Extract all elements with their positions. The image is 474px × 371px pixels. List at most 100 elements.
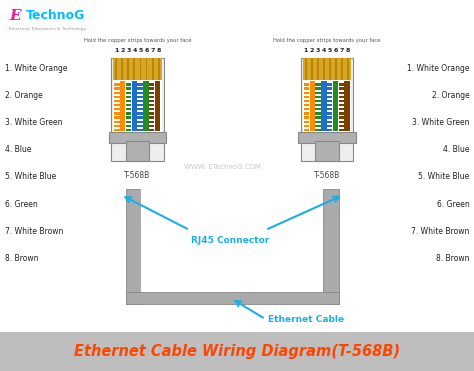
Bar [149, 112, 155, 115]
Bar [327, 96, 332, 98]
Bar [114, 83, 119, 86]
Text: WWW. ETechnoG.COM: WWW. ETechnoG.COM [184, 164, 261, 170]
Bar [114, 96, 119, 98]
Bar [137, 112, 143, 115]
Bar [304, 92, 309, 94]
Bar [327, 116, 332, 119]
Text: 8: 8 [346, 48, 350, 53]
Text: 6. Green: 6. Green [5, 200, 37, 209]
Bar [338, 104, 344, 106]
Text: 8. Brown: 8. Brown [5, 254, 38, 263]
Bar [303, 58, 351, 81]
Bar [158, 58, 160, 80]
Text: 4: 4 [322, 48, 326, 53]
Bar [126, 82, 131, 131]
Text: 6. Green: 6. Green [437, 200, 469, 209]
Bar [149, 83, 155, 86]
Text: 3: 3 [316, 48, 320, 53]
Bar [137, 125, 143, 127]
Bar [149, 125, 155, 127]
Bar [137, 121, 143, 123]
Text: 1. White Orange: 1. White Orange [5, 64, 67, 73]
Text: RJ45 Connector: RJ45 Connector [191, 236, 269, 244]
Bar [315, 129, 321, 131]
Text: 7: 7 [150, 48, 155, 53]
Bar [134, 58, 136, 80]
Bar [143, 82, 148, 131]
Bar [315, 88, 321, 90]
Text: 7. White Brown: 7. White Brown [5, 227, 63, 236]
Bar [311, 58, 313, 80]
Text: 4. Blue: 4. Blue [5, 145, 31, 154]
Bar [323, 188, 338, 304]
Bar [327, 112, 332, 115]
Bar [149, 88, 155, 90]
Bar [149, 121, 155, 123]
Text: Hold the copper strips towards your face: Hold the copper strips towards your face [84, 38, 191, 43]
Bar [137, 88, 143, 90]
Bar [115, 58, 117, 80]
Bar [114, 129, 119, 131]
Bar [114, 82, 119, 131]
Bar [338, 129, 344, 131]
Bar [298, 132, 356, 143]
Bar [327, 121, 332, 123]
Bar [113, 81, 162, 132]
Bar [338, 100, 344, 102]
Bar [303, 81, 351, 132]
Bar [315, 141, 339, 161]
Bar [317, 58, 319, 80]
Text: Ethernet Cable Wiring Diagram(T-568B): Ethernet Cable Wiring Diagram(T-568B) [74, 344, 400, 359]
Text: Electrical, Electronics & Technology: Electrical, Electronics & Technology [9, 27, 87, 31]
Bar [149, 104, 155, 106]
Bar [149, 100, 155, 102]
Bar [155, 82, 160, 131]
Bar [0, 332, 474, 371]
Bar [338, 116, 344, 119]
Bar [137, 129, 143, 131]
Bar [126, 92, 131, 94]
Bar [338, 112, 344, 115]
Bar [304, 83, 309, 86]
Bar [137, 83, 143, 86]
Bar [315, 104, 321, 106]
Bar [114, 108, 119, 111]
Text: 1. White Orange: 1. White Orange [407, 64, 469, 73]
Bar [327, 104, 332, 106]
Bar [149, 82, 155, 131]
Text: 5. White Blue: 5. White Blue [5, 173, 56, 181]
Bar [126, 188, 141, 304]
Bar [137, 108, 143, 111]
Text: 3. White Green: 3. White Green [412, 118, 469, 127]
Bar [139, 58, 141, 80]
Bar [304, 116, 309, 119]
Bar [304, 82, 309, 131]
Bar [347, 58, 349, 80]
Bar [304, 129, 309, 131]
Bar [137, 96, 143, 98]
Bar [327, 92, 332, 94]
Bar [338, 92, 344, 94]
Bar [315, 112, 321, 115]
Text: 7. White Brown: 7. White Brown [411, 227, 469, 236]
Bar [315, 116, 321, 119]
Bar [327, 88, 332, 90]
Text: 4. Blue: 4. Blue [443, 145, 469, 154]
Bar [341, 58, 343, 80]
Bar [315, 121, 321, 123]
Bar [338, 83, 344, 86]
Bar [301, 58, 353, 161]
Text: 1: 1 [114, 48, 118, 53]
Bar [126, 125, 131, 127]
Bar [329, 58, 331, 80]
Bar [126, 96, 131, 98]
Bar [327, 129, 332, 131]
Bar [338, 108, 344, 111]
Text: Hold the copper strips towards your face: Hold the copper strips towards your face [273, 38, 381, 43]
Bar [126, 116, 131, 119]
Bar [128, 58, 129, 80]
Bar [323, 58, 325, 80]
Bar [327, 82, 332, 131]
Bar [315, 83, 321, 86]
Bar [315, 125, 321, 127]
